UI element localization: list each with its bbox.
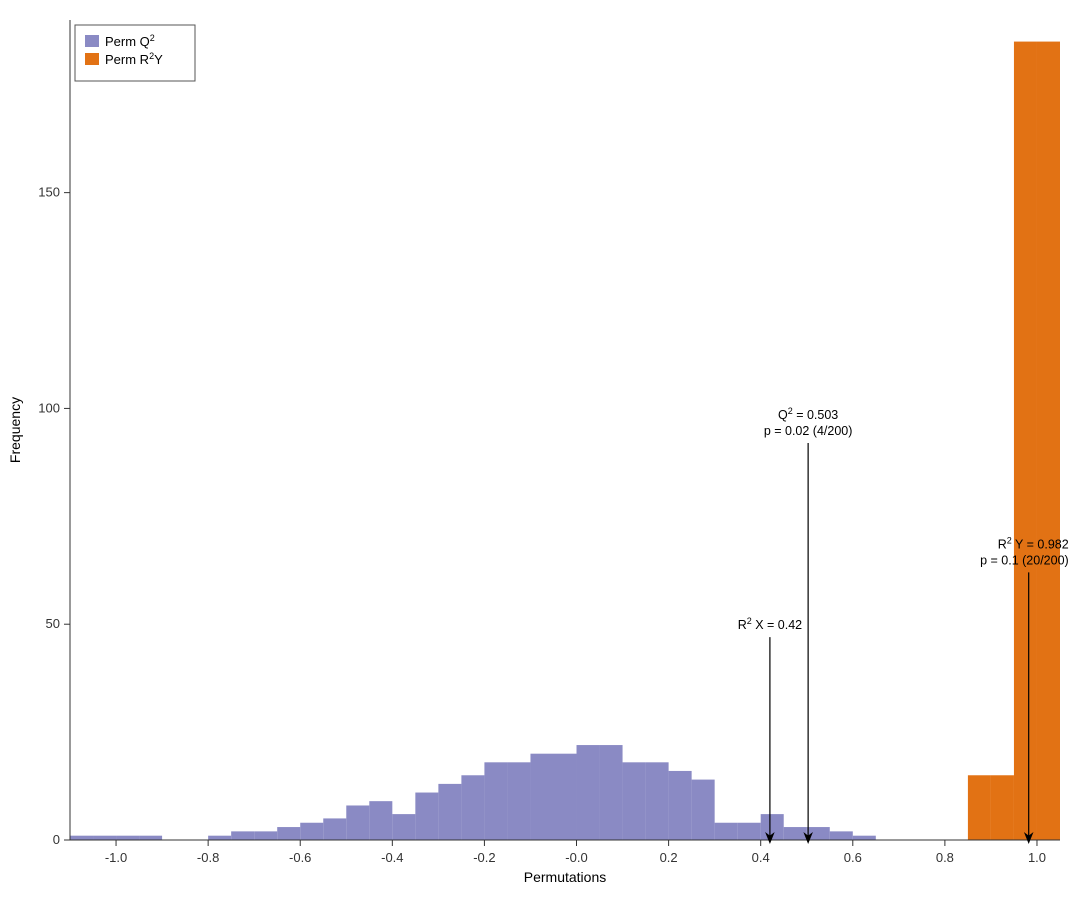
bar — [346, 805, 369, 840]
bar — [761, 814, 784, 840]
bar — [1014, 42, 1037, 840]
bar — [1037, 42, 1060, 840]
x-tick-label: 0.8 — [936, 850, 954, 865]
bar — [692, 780, 715, 840]
x-tick-label: -0.2 — [473, 850, 495, 865]
permutation-histogram-chart: -1.0 -0.8 -0.6 -0.4 -0.2 -0.0 0.2 0.4 0.6 0.8 1.0 0… — [0, 0, 1080, 900]
annotation-text-q2-2: p = 0.02 (4/200) — [764, 424, 853, 438]
bar — [784, 827, 807, 840]
x-tick-label: 0.2 — [660, 850, 678, 865]
bar — [208, 836, 231, 840]
bar — [369, 801, 392, 840]
bar — [277, 827, 300, 840]
x-tick-label: -0.0 — [565, 850, 587, 865]
bar — [415, 793, 438, 840]
x-axis-label: Permutations — [524, 869, 606, 885]
bar — [93, 836, 116, 840]
bar — [715, 823, 738, 840]
x-tick-label: 1.0 — [1028, 850, 1046, 865]
y-tick-label: 0 — [53, 832, 60, 847]
legend-label: Perm Q2 — [105, 33, 155, 49]
bar — [530, 754, 553, 840]
bar — [738, 823, 761, 840]
bar — [484, 762, 507, 840]
x-tick-label: 0.4 — [752, 850, 770, 865]
y-tick-label: 50 — [46, 616, 60, 631]
bar — [600, 745, 623, 840]
bar — [669, 771, 692, 840]
bar — [968, 775, 991, 840]
bar — [830, 831, 853, 840]
x-tick-label: -0.4 — [381, 850, 403, 865]
bar — [461, 775, 484, 840]
bar — [438, 784, 461, 840]
x-tick-label: -1.0 — [105, 850, 127, 865]
bar — [116, 836, 139, 840]
bar — [991, 775, 1014, 840]
bar — [300, 823, 323, 840]
x-tick-label: 0.6 — [844, 850, 862, 865]
bar — [507, 762, 530, 840]
bar — [853, 836, 876, 840]
bar — [323, 818, 346, 840]
y-tick-label: 100 — [38, 400, 60, 415]
bar — [70, 836, 93, 840]
annotation-text-r2y-2: p = 0.1 (20/200) — [980, 553, 1069, 567]
bar — [553, 754, 576, 840]
x-tick-label: -0.6 — [289, 850, 311, 865]
bar — [646, 762, 669, 840]
bar — [231, 831, 254, 840]
y-axis-label: Frequency — [7, 397, 23, 463]
legend-label: Perm R2Y — [105, 51, 163, 67]
bar — [807, 827, 830, 840]
bar — [139, 836, 162, 840]
annotation-text-q2-1: Q2 = 0.503 — [778, 406, 838, 422]
y-tick-label: 150 — [38, 185, 60, 200]
legend-swatch — [85, 35, 99, 47]
bar — [623, 762, 646, 840]
bar — [392, 814, 415, 840]
bar — [254, 831, 277, 840]
chart-svg: -1.0 -0.8 -0.6 -0.4 -0.2 -0.0 0.2 0.4 0.6 0.8 1.0 0… — [0, 0, 1080, 900]
bar — [577, 745, 600, 840]
legend-swatch — [85, 53, 99, 65]
x-tick-label: -0.8 — [197, 850, 219, 865]
